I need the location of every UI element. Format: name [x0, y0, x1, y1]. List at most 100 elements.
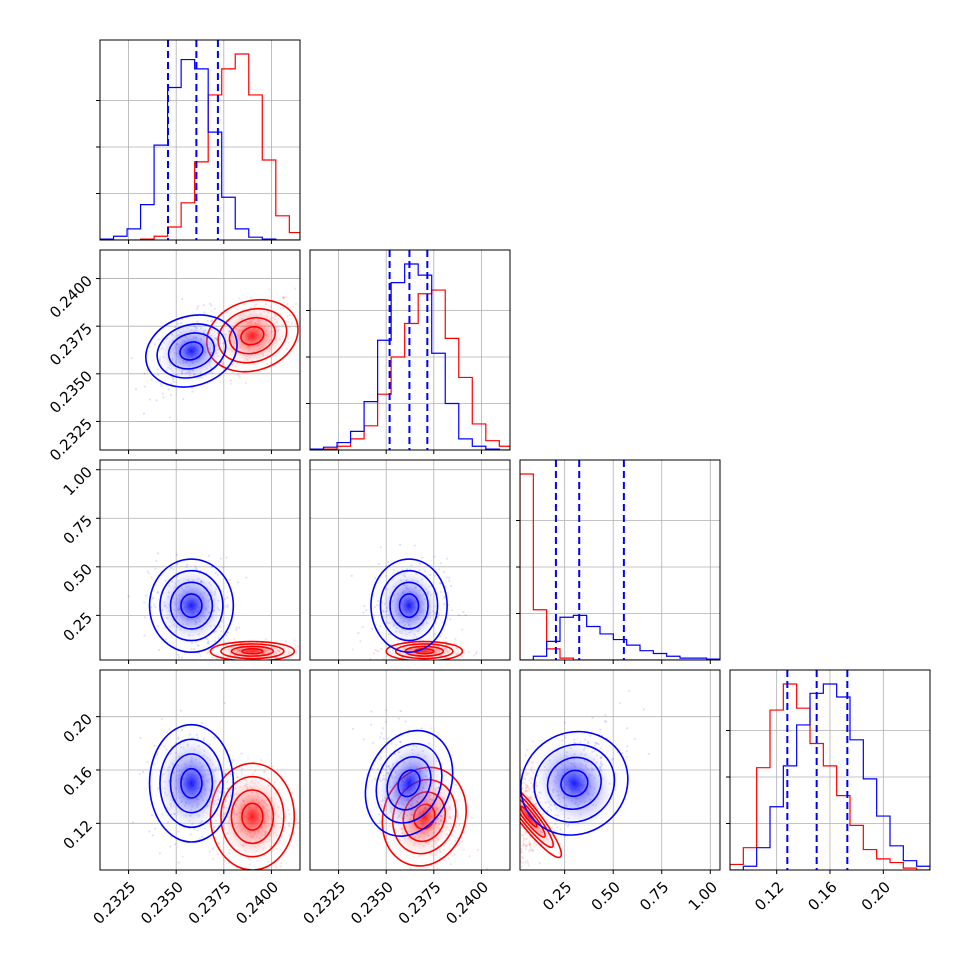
blue-sample-point [218, 625, 222, 628]
blue-sample-point [168, 416, 171, 419]
blue-histogram-1 [310, 263, 510, 450]
blue-sample-point [377, 563, 380, 566]
blue-sample-point [439, 844, 443, 847]
blue-sample-point [224, 800, 227, 803]
red-sample-point [455, 653, 458, 656]
blue-sample-point [439, 819, 442, 822]
blue-contour-level-0 [397, 769, 421, 798]
red-sample-point [528, 787, 531, 791]
blue-sample-point [181, 297, 184, 301]
red-sample-point [531, 778, 534, 781]
red-sample-point [223, 859, 226, 862]
blue-sample-point [443, 570, 446, 573]
blue-sample-point [226, 787, 229, 790]
blue-sample-point [153, 744, 156, 747]
red-sample-point [522, 837, 525, 840]
red-sample-point [527, 790, 530, 793]
red-sample-point [222, 363, 225, 367]
red-sample-point [351, 648, 354, 651]
red-sample-point [456, 837, 459, 840]
blue-sample-point [363, 604, 366, 608]
panel-content [520, 670, 720, 870]
blue-sample-point [212, 826, 216, 829]
blue-sample-point [201, 721, 204, 725]
blue-sample-point [157, 373, 160, 376]
red-sample-point [523, 790, 526, 793]
red-sample-point [274, 309, 277, 312]
blue-sample-point [542, 812, 545, 815]
blue-sample-point [161, 813, 164, 816]
blue-sample-point [207, 641, 210, 644]
red-sample-point [531, 791, 535, 794]
blue-sample-point [421, 556, 424, 559]
red-sample-point [282, 296, 286, 299]
blue-sample-point [418, 562, 422, 566]
x-tick-label: 0.2400 [232, 878, 282, 928]
red-contour-level-1 [230, 789, 275, 845]
red-sample-point [475, 650, 478, 653]
red-sample-point [268, 288, 271, 291]
blue-sample-point [177, 861, 180, 864]
blue-sample-point [229, 339, 232, 342]
blue-sample-point [225, 556, 228, 559]
red-sample-point [456, 648, 459, 651]
panel-2-0: 0.25 0.50 0.75 1.00 [60, 459, 301, 664]
blue-sample-point [420, 872, 422, 874]
red-sample-point [288, 834, 291, 837]
blue-contour-level-3 [370, 558, 448, 654]
red-sample-point [524, 789, 527, 792]
red-sample-point [250, 296, 253, 299]
red-sample-point [456, 872, 458, 874]
blue-sample-point [357, 631, 360, 635]
red-sample-point [244, 880, 246, 882]
blue-sample-point [223, 812, 226, 816]
blue-sample-point [618, 702, 621, 705]
blue-sample-point [169, 845, 172, 848]
blue-contour-level-0 [560, 769, 589, 798]
red-sample-point [239, 873, 241, 875]
red-sample-point [287, 824, 290, 827]
blue-sample-point [172, 380, 175, 384]
y-tick-label: 0.2375 [46, 319, 96, 369]
red-sample-point [294, 287, 297, 290]
panel-content [310, 250, 510, 450]
blue-sample-point [206, 319, 209, 323]
red-sample-point [443, 774, 446, 777]
blue-sample-point [156, 591, 159, 594]
red-sample-point [215, 657, 219, 660]
x-tick-label: 0.50 [588, 878, 624, 914]
blue-sample-point [384, 720, 388, 723]
red-sample-point [530, 769, 533, 772]
red-sample-point [529, 781, 532, 785]
blue-sample-point [532, 800, 535, 804]
red-sample-point [264, 302, 268, 306]
blue-contour-level-3 [144, 314, 238, 388]
red-sample-point [524, 754, 527, 757]
red-sample-point [461, 655, 464, 659]
red-sample-point [449, 847, 452, 851]
blue-sample-point [457, 815, 460, 819]
red-sample-point [445, 644, 449, 647]
blue-sample-point [390, 742, 393, 745]
blue-sample-point [362, 738, 365, 741]
blue-sample-point [416, 823, 419, 826]
blue-sample-point [164, 579, 167, 582]
blue-sample-point [154, 605, 157, 609]
red-sample-point [218, 642, 221, 645]
blue-sample-point [143, 601, 146, 604]
blue-density [157, 736, 225, 831]
blue-sample-point [153, 603, 156, 606]
blue-sample-point [455, 809, 458, 812]
blue-sample-point [449, 817, 452, 820]
red-sample-point [391, 649, 395, 652]
blue-sample-point [177, 736, 180, 739]
blue-sample-point [434, 821, 437, 824]
red-sample-point [526, 785, 529, 788]
blue-sample-point [449, 618, 452, 621]
blue-sample-point [152, 597, 155, 600]
red-sample-point [296, 821, 299, 824]
red-sample-point [207, 648, 210, 652]
red-sample-point [271, 765, 275, 768]
blue-sample-point [604, 714, 607, 717]
blue-contour-level-1 [546, 756, 602, 811]
